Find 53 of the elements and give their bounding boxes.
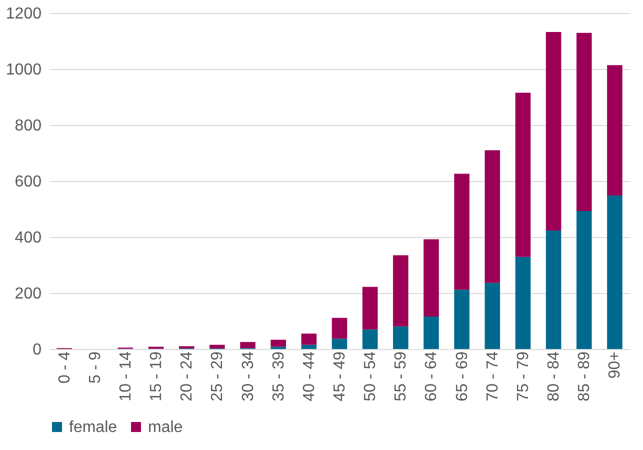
bar: [332, 318, 348, 339]
x-tick-label: 40 - 44: [300, 351, 318, 402]
bar: [454, 290, 470, 349]
x-tick-label: 65 - 69: [454, 351, 471, 402]
x-tick-label: 20 - 24: [178, 351, 196, 402]
x-tick-label: 55 - 59: [392, 351, 410, 402]
y-tick-label: 800: [14, 118, 42, 134]
x-tick-label: 70 - 74: [484, 351, 502, 402]
bar: [515, 256, 531, 349]
y-tick-label: 200: [14, 286, 42, 302]
bar: [240, 342, 256, 348]
x-tick-label: 5 - 9: [86, 351, 104, 384]
x-tick-label: 0 - 4: [56, 351, 74, 384]
bar: [546, 32, 562, 231]
bar: [301, 344, 317, 349]
bar: [607, 65, 622, 196]
bar: [332, 338, 348, 349]
legend-label: male: [148, 419, 183, 436]
bar: [424, 316, 439, 349]
bar: [607, 196, 622, 349]
bar: [454, 174, 470, 290]
x-tick-label: 85 - 89: [576, 351, 594, 402]
x-tick-label: 50 - 54: [362, 351, 380, 402]
x-tick-label: 80 - 84: [546, 351, 563, 402]
x-tick-label: 35 - 39: [270, 351, 288, 402]
y-tick-label: 600: [14, 174, 42, 190]
bar: [362, 329, 378, 349]
bar: [393, 255, 408, 326]
bar: [301, 334, 317, 345]
x-tick-label: 30 - 34: [240, 351, 257, 402]
legend-label: female: [69, 419, 118, 436]
bar: [270, 340, 286, 347]
y-tick-label: 1200: [6, 6, 42, 22]
y-tick-label: 1000: [6, 62, 42, 78]
bar: [576, 210, 592, 349]
x-tick-label: 75 - 79: [514, 351, 532, 402]
bar: [362, 286, 378, 330]
bar: [424, 239, 439, 317]
x-tick-label: 90+: [606, 352, 624, 379]
y-tick-label: 0: [32, 342, 42, 358]
bar: [484, 150, 500, 283]
bar: [515, 92, 531, 257]
x-tick-label: 25 - 29: [209, 351, 226, 402]
bar: [576, 32, 592, 211]
bar: [393, 326, 408, 349]
bar: [546, 230, 562, 349]
x-tick-label: 15 - 19: [148, 351, 166, 402]
x-tick-label: 60 - 64: [423, 351, 440, 402]
bar: [210, 344, 225, 348]
x-tick-label: 45 - 49: [332, 351, 348, 402]
y-tick-label: 400: [14, 230, 42, 246]
x-tick-label: 10 - 14: [117, 351, 134, 402]
bar: [484, 282, 500, 349]
